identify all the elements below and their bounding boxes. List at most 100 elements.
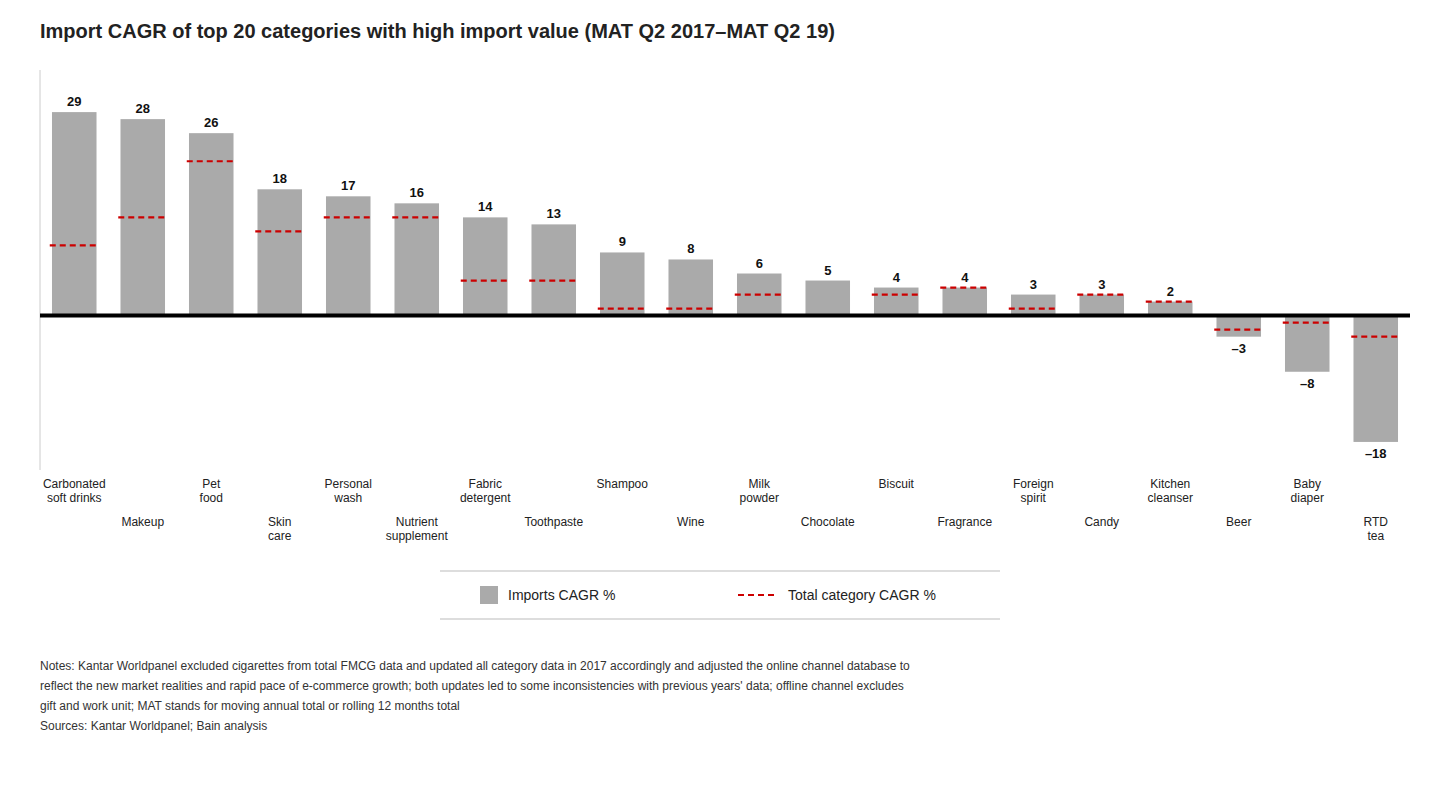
data-labels: 2928261817161413986544332–3–8–18 — [67, 94, 1387, 461]
category-label-line: Chocolate — [801, 515, 855, 529]
category-label: Biscuit — [879, 477, 915, 491]
data-label: 4 — [961, 270, 969, 285]
category-marker — [255, 230, 304, 232]
category-label-line: Carbonated — [43, 477, 106, 491]
note: Notes: Kantar Worldpanel excluded cigare… — [40, 659, 910, 673]
category-label: Chocolate — [801, 515, 855, 529]
bar — [1353, 316, 1398, 442]
category-label: Fabricdetergent — [460, 477, 511, 505]
data-label: 6 — [756, 256, 763, 271]
category-label-line: spirit — [1021, 491, 1047, 505]
legend-swatch — [738, 594, 778, 596]
data-label: 3 — [1098, 277, 1105, 292]
bar — [805, 281, 850, 316]
category-label-line: care — [268, 529, 292, 543]
category-marker — [529, 279, 578, 281]
data-label: 14 — [478, 199, 493, 214]
bar — [668, 259, 713, 315]
category-label-line: wash — [333, 491, 362, 505]
category-label-line: Personal — [325, 477, 372, 491]
data-label: 2 — [1167, 284, 1174, 299]
category-label: Nutrientsupplement — [386, 515, 449, 543]
category-label: Makeup — [121, 515, 164, 529]
category-label-line: RTD — [1364, 515, 1389, 529]
bar — [1216, 316, 1261, 337]
legend-border — [440, 571, 1000, 572]
category-marker — [1351, 336, 1400, 338]
legend: Imports CAGR % Total category CAGR % — [440, 571, 1000, 619]
category-label: Foreignspirit — [1013, 477, 1054, 505]
background — [0, 0, 1440, 810]
category-label-line: tea — [1367, 529, 1384, 543]
category-label-line: Kitchen — [1150, 477, 1190, 491]
category-label-line: Makeup — [121, 515, 164, 529]
data-label: 4 — [893, 270, 901, 285]
data-label: 17 — [341, 178, 355, 193]
data-label: 9 — [619, 234, 626, 249]
zero-line — [40, 314, 1410, 318]
bar — [874, 288, 919, 316]
category-label-line: soft drinks — [47, 491, 102, 505]
category-label: RTDtea — [1364, 515, 1389, 543]
category-label: Wine — [677, 515, 705, 529]
bar — [52, 112, 97, 316]
category-marker — [50, 244, 99, 246]
category-marker — [1283, 322, 1332, 324]
data-label: 28 — [136, 101, 150, 116]
category-marker — [1214, 329, 1263, 331]
category-label-line: powder — [740, 491, 779, 505]
category-label: Petfood — [200, 477, 223, 505]
category-label-line: Pet — [202, 477, 221, 491]
category-label-line: supplement — [386, 529, 449, 543]
category-marker — [940, 286, 989, 288]
data-label: 29 — [67, 94, 81, 109]
data-label: 16 — [410, 185, 424, 200]
category-label: Beer — [1226, 515, 1251, 529]
data-label: –3 — [1232, 341, 1246, 356]
legend-label: Total category CAGR % — [788, 587, 936, 603]
category-label-line: Baby — [1294, 477, 1321, 491]
category-marker — [1009, 307, 1058, 309]
category-marker — [735, 293, 784, 295]
category-label: Babydiaper — [1291, 477, 1324, 505]
title: Import CAGR of top 20 categories with hi… — [40, 20, 835, 42]
category-marker — [118, 216, 167, 218]
category-marker — [392, 216, 441, 218]
bar — [1148, 302, 1193, 316]
category-marker — [187, 160, 236, 162]
chart: Import CAGR of top 20 categories with hi… — [0, 0, 1440, 810]
category-label-line: Wine — [677, 515, 705, 529]
note: gift and work unit; MAT stands for movin… — [40, 699, 460, 713]
category-label-line: Candy — [1084, 515, 1119, 529]
data-label: 26 — [204, 115, 218, 130]
category-label-line: Beer — [1226, 515, 1251, 529]
bar — [463, 217, 508, 315]
data-label: –8 — [1300, 376, 1314, 391]
category-label: Skincare — [268, 515, 292, 543]
bar — [1285, 316, 1330, 372]
data-label: 5 — [824, 263, 831, 278]
category-label-line: Fabric — [469, 477, 502, 491]
y-axis-line — [40, 70, 41, 470]
category-label: Fragrance — [937, 515, 992, 529]
category-label-line: cleanser — [1148, 491, 1193, 505]
plot-area — [50, 112, 1400, 442]
category-marker — [872, 293, 921, 295]
category-label-line: Milk — [749, 477, 771, 491]
category-marker — [1146, 300, 1195, 302]
legend-label: Imports CAGR % — [508, 587, 615, 603]
category-label-line: food — [200, 491, 223, 505]
bar — [531, 224, 576, 315]
category-label-line: Shampoo — [597, 477, 649, 491]
bar — [326, 196, 371, 315]
note: Sources: Kantar Worldpanel; Bain analysi… — [40, 719, 267, 733]
bar — [257, 189, 302, 315]
category-label-line: Toothpaste — [524, 515, 583, 529]
category-label: Carbonatedsoft drinks — [43, 477, 106, 505]
data-label: 3 — [1030, 277, 1037, 292]
category-marker — [1077, 293, 1126, 295]
category-label-line: Biscuit — [879, 477, 915, 491]
data-label: 8 — [687, 241, 694, 256]
category-marker — [666, 307, 715, 309]
category-label: Shampoo — [597, 477, 649, 491]
